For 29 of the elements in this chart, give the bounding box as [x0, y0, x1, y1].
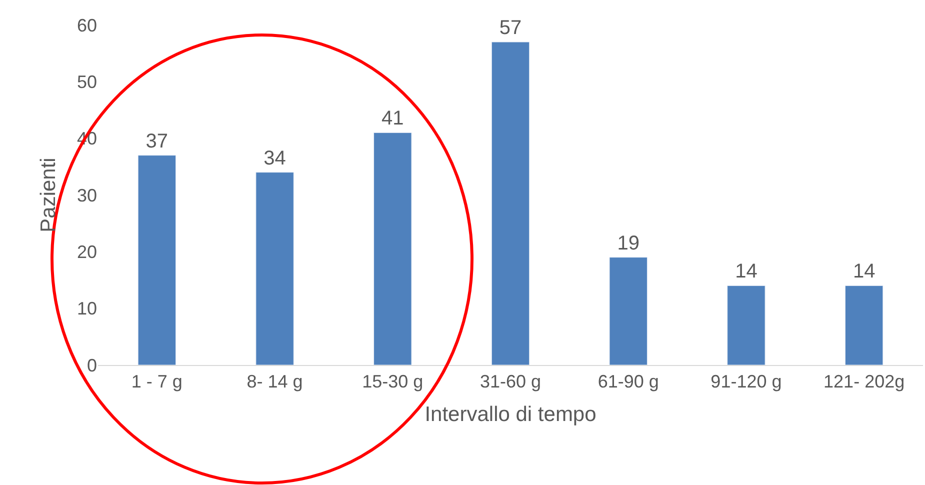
- bar: [491, 42, 530, 365]
- bar: [844, 285, 884, 365]
- x-tick-label: 15-30 g: [362, 372, 424, 392]
- bar: [256, 172, 294, 365]
- bar: [138, 155, 176, 365]
- y-tick-label: 10: [76, 298, 97, 319]
- x-tick-label: 61-90 g: [598, 372, 659, 392]
- bar: [609, 257, 648, 365]
- bar: [374, 132, 412, 365]
- data-label: 41: [382, 108, 404, 130]
- bar: [727, 285, 766, 365]
- x-tick-label: 31-60 g: [480, 372, 542, 392]
- data-label: 19: [617, 232, 640, 254]
- data-label: 37: [146, 130, 168, 152]
- x-tick-label: 1 - 7 g: [131, 372, 182, 392]
- x-tick-label: 91-120 g: [710, 372, 782, 392]
- y-axis-title: Pazienti: [37, 158, 60, 232]
- y-tick-label: 30: [76, 185, 97, 206]
- data-label: 34: [264, 147, 286, 170]
- y-tick-label: 60: [76, 15, 97, 36]
- y-tick-label: 20: [76, 242, 97, 262]
- y-tick-label: 50: [76, 72, 97, 92]
- data-label: 57: [499, 17, 522, 39]
- x-axis-title: Intervallo di tempo: [424, 402, 596, 426]
- x-tick-label: 8- 14 g: [246, 372, 303, 392]
- y-tick-label: 0: [86, 355, 97, 376]
- data-label: 14: [852, 260, 876, 283]
- data-label: 14: [735, 260, 758, 283]
- x-tick-label: 121- 202g: [824, 372, 905, 392]
